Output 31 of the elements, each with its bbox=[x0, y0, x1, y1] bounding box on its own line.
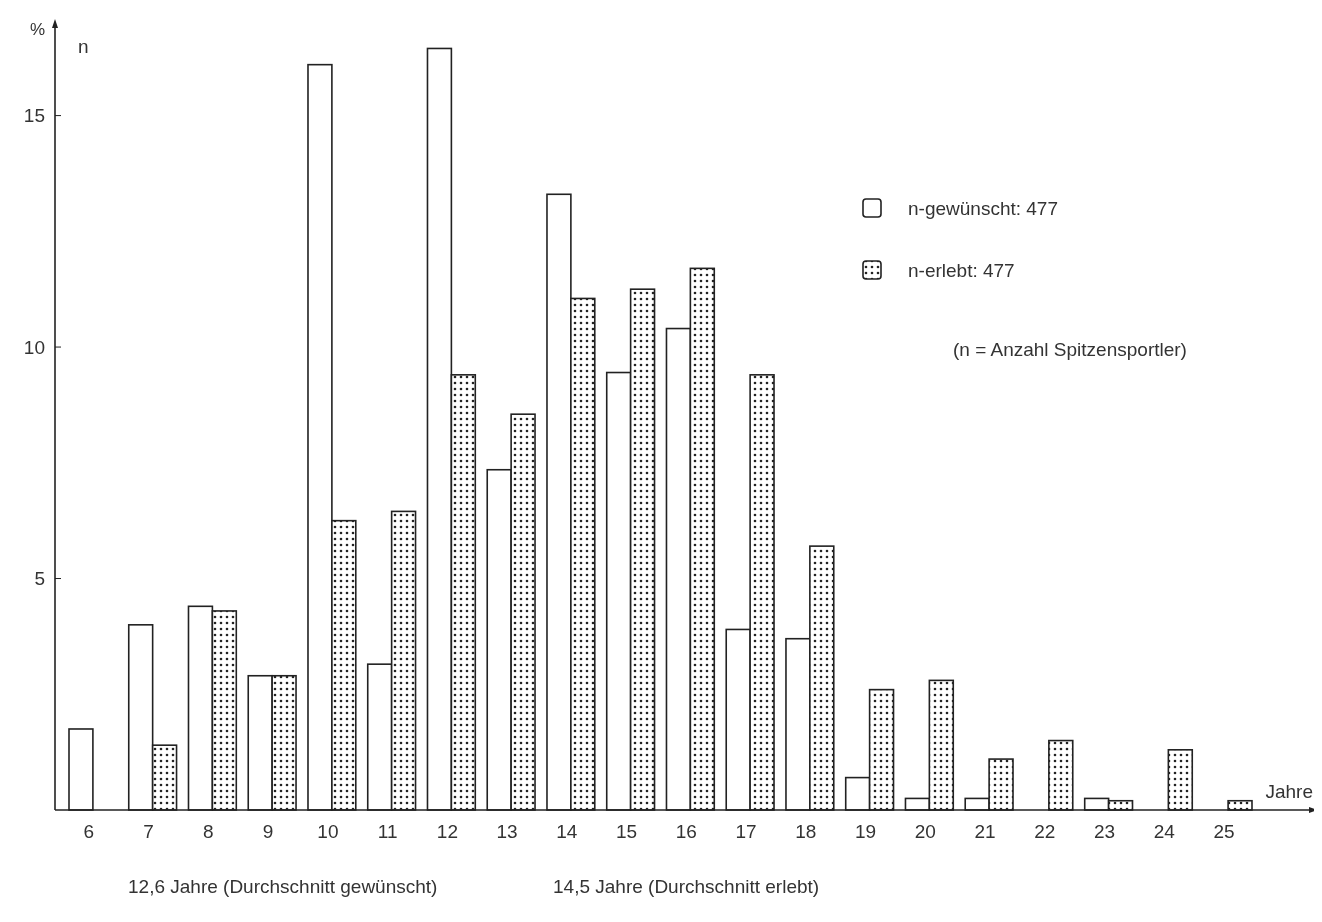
y-tick-label: 15 bbox=[23, 105, 45, 127]
x-tick-label: 7 bbox=[143, 821, 154, 842]
x-tick-label: 17 bbox=[735, 821, 757, 842]
x-tick-label: 6 bbox=[83, 821, 95, 842]
y-axis-title: % bbox=[29, 20, 45, 39]
x-tick-label: 9 bbox=[262, 821, 274, 842]
x-tick-label: 13 bbox=[496, 821, 518, 842]
text: 12,6 Jahre (Durchschnitt gewünscht) bbox=[128, 876, 438, 897]
x-tick-label: 15 bbox=[616, 821, 638, 842]
x-tick-label: 25 bbox=[1213, 821, 1235, 842]
legend-label: n-erlebt: 477 bbox=[908, 259, 1015, 281]
y-tick-label: 5 bbox=[34, 568, 45, 590]
x-tick-label: 21 bbox=[974, 821, 996, 842]
x-tick-label: 19 bbox=[855, 821, 877, 842]
x-tick-label: 22 bbox=[1034, 821, 1056, 842]
x-tick-label: 10 bbox=[317, 821, 339, 842]
y-tick-label: 10 bbox=[23, 336, 45, 358]
annotation: n bbox=[78, 36, 89, 57]
x-tick-label: 11 bbox=[377, 821, 398, 842]
text: 14,5 Jahre (Durchschnitt erlebt) bbox=[553, 876, 820, 897]
x-tick-label: 8 bbox=[203, 821, 214, 842]
annotation: (n = Anzahl Spitzensportler) bbox=[953, 339, 1187, 360]
x-tick-label: 24 bbox=[1153, 821, 1176, 842]
x-axis-title: Jahre bbox=[1265, 781, 1313, 802]
x-tick-label: 18 bbox=[795, 821, 817, 842]
x-tick-label: 20 bbox=[914, 821, 936, 842]
x-tick-label: 16 bbox=[675, 821, 697, 842]
x-tick-label: 23 bbox=[1094, 821, 1116, 842]
x-tick-label: 14 bbox=[556, 821, 578, 842]
legend-label: n-gewünscht: 477 bbox=[908, 197, 1058, 219]
x-tick-label: 12 bbox=[436, 821, 458, 842]
